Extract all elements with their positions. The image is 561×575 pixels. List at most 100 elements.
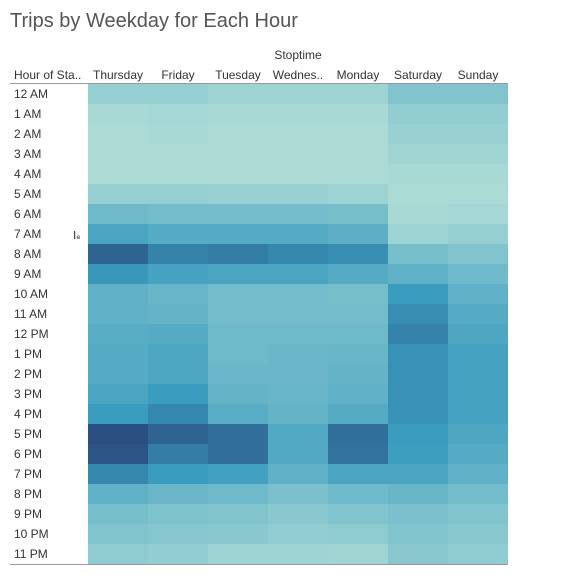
heatmap-cell[interactable] — [208, 544, 268, 564]
heatmap-cell[interactable] — [388, 404, 448, 424]
heatmap-cell[interactable] — [88, 104, 148, 124]
heatmap-cell[interactable] — [268, 524, 328, 544]
heatmap-cell[interactable] — [448, 464, 508, 484]
heatmap-cell[interactable] — [388, 424, 448, 444]
heatmap-cell[interactable] — [328, 364, 388, 384]
heatmap-cell[interactable] — [448, 244, 508, 264]
heatmap-cell[interactable] — [208, 84, 268, 104]
heatmap-cell[interactable] — [388, 504, 448, 524]
heatmap-cell[interactable] — [148, 104, 208, 124]
heatmap-cell[interactable] — [88, 524, 148, 544]
heatmap-cell[interactable] — [388, 444, 448, 464]
heatmap-cell[interactable] — [148, 84, 208, 104]
heatmap-cell[interactable] — [268, 504, 328, 524]
heatmap-cell[interactable] — [208, 444, 268, 464]
heatmap-cell[interactable] — [388, 264, 448, 284]
heatmap-cell[interactable] — [148, 384, 208, 404]
heatmap-cell[interactable] — [448, 84, 508, 104]
heatmap-cell[interactable] — [148, 404, 208, 424]
heatmap-cell[interactable] — [448, 324, 508, 344]
heatmap-cell[interactable] — [328, 384, 388, 404]
heatmap-cell[interactable] — [388, 184, 448, 204]
heatmap-cell[interactable] — [328, 104, 388, 124]
heatmap-cell[interactable] — [268, 184, 328, 204]
heatmap-cell[interactable] — [88, 504, 148, 524]
heatmap-cell[interactable] — [388, 104, 448, 124]
heatmap-cell[interactable] — [148, 244, 208, 264]
heatmap-cell[interactable] — [388, 84, 448, 104]
heatmap-cell[interactable] — [88, 264, 148, 284]
heatmap-cell[interactable] — [88, 124, 148, 144]
heatmap-cell[interactable] — [388, 544, 448, 564]
heatmap-cell[interactable] — [268, 404, 328, 424]
heatmap-cell[interactable] — [208, 324, 268, 344]
heatmap-cell[interactable] — [148, 484, 208, 504]
heatmap-cell[interactable] — [388, 464, 448, 484]
heatmap-cell[interactable] — [448, 164, 508, 184]
heatmap-cell[interactable] — [148, 364, 208, 384]
heatmap-cell[interactable] — [88, 244, 148, 264]
heatmap-cell[interactable] — [268, 464, 328, 484]
column-header[interactable]: Thursday — [93, 68, 143, 82]
heatmap-cell[interactable] — [388, 204, 448, 224]
heatmap-cell[interactable] — [448, 204, 508, 224]
heatmap-cell[interactable] — [268, 144, 328, 164]
heatmap-cell[interactable] — [208, 384, 268, 404]
heatmap-cell[interactable] — [208, 284, 268, 304]
heatmap-cell[interactable] — [388, 284, 448, 304]
heatmap-cell[interactable] — [268, 304, 328, 324]
heatmap-cell[interactable] — [388, 164, 448, 184]
heatmap-cell[interactable] — [328, 204, 388, 224]
heatmap-cell[interactable] — [328, 324, 388, 344]
heatmap-cell[interactable] — [328, 144, 388, 164]
heatmap-cell[interactable] — [88, 364, 148, 384]
heatmap-cell[interactable] — [388, 144, 448, 164]
heatmap-cell[interactable] — [268, 444, 328, 464]
heatmap-cell[interactable] — [148, 224, 208, 244]
heatmap-cell[interactable] — [208, 104, 268, 124]
heatmap-cell[interactable] — [448, 544, 508, 564]
heatmap-cell[interactable] — [388, 364, 448, 384]
heatmap-cell[interactable] — [448, 364, 508, 384]
heatmap-cell[interactable] — [88, 324, 148, 344]
heatmap-cell[interactable] — [328, 524, 388, 544]
heatmap-cell[interactable] — [268, 104, 328, 124]
column-header[interactable]: Friday — [161, 68, 194, 82]
heatmap-cell[interactable] — [148, 544, 208, 564]
heatmap-cell[interactable] — [208, 344, 268, 364]
heatmap-cell[interactable] — [388, 484, 448, 504]
heatmap-cell[interactable] — [268, 224, 328, 244]
heatmap-cell[interactable] — [148, 524, 208, 544]
heatmap-cell[interactable] — [208, 224, 268, 244]
heatmap-cell[interactable] — [88, 184, 148, 204]
column-header[interactable]: Monday — [337, 68, 380, 82]
heatmap-cell[interactable] — [448, 144, 508, 164]
heatmap-cell[interactable] — [448, 384, 508, 404]
heatmap-cell[interactable] — [268, 344, 328, 364]
heatmap-cell[interactable] — [268, 204, 328, 224]
heatmap-cell[interactable] — [208, 124, 268, 144]
heatmap-cell[interactable] — [448, 304, 508, 324]
heatmap-cell[interactable] — [148, 144, 208, 164]
heatmap-cell[interactable] — [148, 264, 208, 284]
heatmap-cell[interactable] — [148, 444, 208, 464]
heatmap-cell[interactable] — [328, 124, 388, 144]
heatmap-cell[interactable] — [388, 244, 448, 264]
heatmap-cell[interactable] — [268, 544, 328, 564]
heatmap-cell[interactable] — [148, 124, 208, 144]
heatmap-cell[interactable] — [148, 184, 208, 204]
heatmap-cell[interactable] — [388, 124, 448, 144]
row-header-label[interactable]: Hour of Sta.. — [14, 68, 81, 82]
heatmap-cell[interactable] — [88, 344, 148, 364]
heatmap-cell[interactable] — [88, 404, 148, 424]
heatmap-cell[interactable] — [88, 444, 148, 464]
heatmap-cell[interactable] — [148, 324, 208, 344]
heatmap-cell[interactable] — [88, 284, 148, 304]
heatmap-cell[interactable] — [448, 404, 508, 424]
heatmap-cell[interactable] — [208, 204, 268, 224]
heatmap-cell[interactable] — [268, 324, 328, 344]
heatmap-cell[interactable] — [208, 404, 268, 424]
heatmap-cell[interactable] — [328, 424, 388, 444]
heatmap-cell[interactable] — [148, 344, 208, 364]
heatmap-cell[interactable] — [208, 464, 268, 484]
